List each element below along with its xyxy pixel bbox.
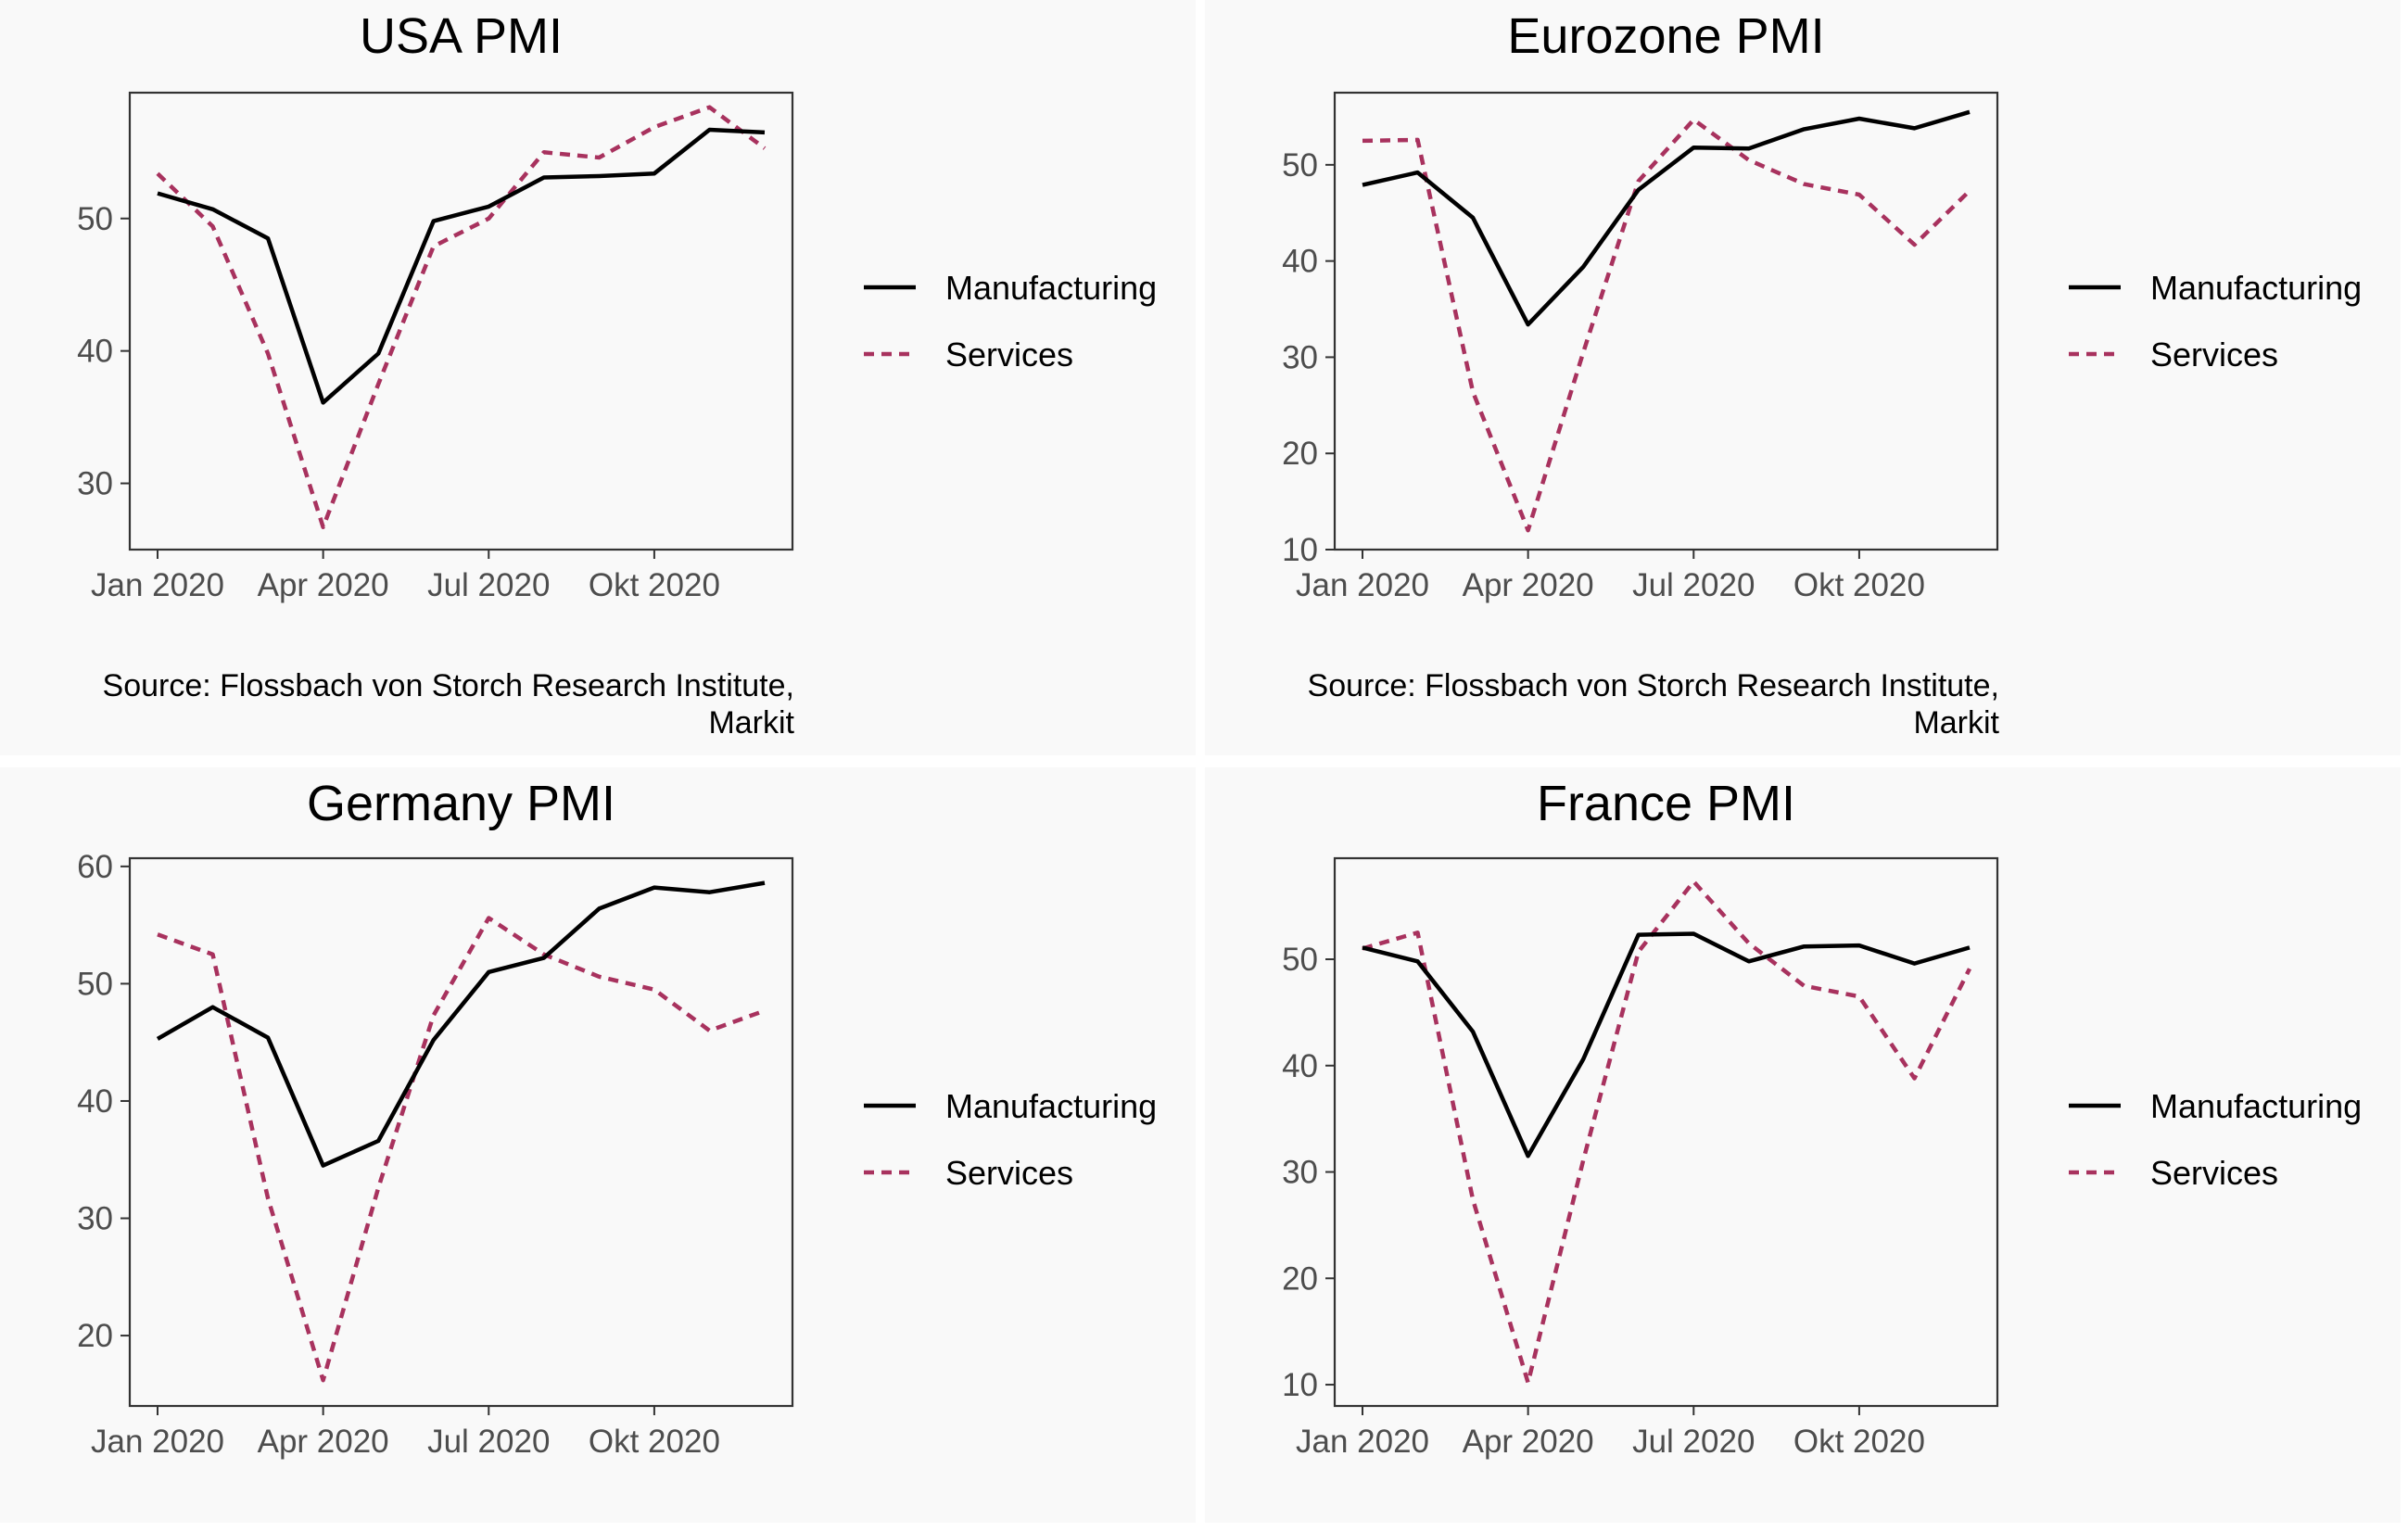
y-tick-label: 30 (77, 1201, 113, 1237)
legend-label-services: Services (945, 1154, 1074, 1192)
series-services-line (1362, 879, 1972, 1386)
series-services-line (157, 916, 766, 1383)
y-tick-label: 40 (77, 1083, 113, 1120)
y-tick-label: 40 (1282, 1048, 1318, 1084)
panel-usa: USA PMI 30 40 50 Jan 2020 Apr 2020 Jul 2020 Ok… (0, 0, 1196, 755)
x-tick-label: Jan 2020 (1296, 567, 1429, 603)
x-tick-label: Apr 2020 (258, 567, 389, 603)
x-tick-label: Jul 2020 (427, 1424, 550, 1460)
plot-eurozone: 10 20 30 40 50 Jan 2020 Apr 2020 Jul 2020 Okt 20… (1282, 91, 1999, 603)
y-tick-label: 20 (1282, 1260, 1318, 1297)
y-tick-label: 10 (1282, 532, 1318, 568)
legend-key-services (2069, 351, 2121, 357)
source-line-2: Markit (1913, 705, 1999, 741)
chart-title: Eurozone PMI (1507, 8, 1825, 64)
plot-germany: 20 30 40 50 60 Jan 2020 Apr 2020 Jul 2020 Okt 20… (77, 849, 794, 1460)
legend-key-manufacturing (2069, 1103, 2121, 1108)
chart-title: Germany PMI (306, 776, 616, 831)
legend-key-services (864, 351, 916, 357)
plot-frame (1333, 856, 1999, 1408)
y-tick-label: 30 (77, 466, 113, 502)
panel-france: France PMI 10 20 30 40 50 Jan 2020 Apr 2020 Jul… (1205, 767, 2401, 1523)
y-tick-label: 50 (1282, 942, 1318, 978)
x-tick-label: Jul 2020 (1632, 567, 1755, 603)
x-tick-label: Okt 2020 (1793, 1424, 1925, 1460)
series-manufacturing-line (157, 127, 766, 405)
y-tick-label: 20 (77, 1318, 113, 1354)
source-line-1: Source: Flossbach von Storch Research In… (1307, 668, 1999, 703)
chart-title: USA PMI (359, 8, 564, 64)
legend-label-manufacturing: Manufacturing (2150, 1087, 2363, 1125)
plot-france: 10 20 30 40 50 Jan 2020 Apr 2020 Jul 2020 Okt 20… (1282, 856, 1999, 1460)
plot-frame (1333, 91, 1999, 551)
y-tick-label: 30 (1282, 339, 1318, 375)
x-tick-label: Okt 2020 (1793, 567, 1925, 603)
source-caption: Source: Flossbach von Storch Research In… (0, 667, 794, 741)
x-tick-label: Jul 2020 (427, 567, 550, 603)
legend-key-manufacturing (864, 1103, 916, 1108)
y-tick-label: 50 (77, 966, 113, 1002)
panel-eurozone: Eurozone PMI 10 20 30 40 50 Jan 2020 Apr 2020 J… (1205, 0, 2401, 755)
x-tick-label: Jan 2020 (91, 567, 224, 603)
y-tick-label: 20 (1282, 436, 1318, 472)
y-tick-label: 40 (1282, 244, 1318, 280)
series-services-line (1362, 117, 1971, 533)
series-manufacturing-line (1362, 109, 1971, 327)
series-manufacturing-line (156, 880, 766, 1168)
legend-label-manufacturing: Manufacturing (945, 269, 1158, 307)
legend-label-services: Services (2150, 336, 2279, 374)
y-tick-label: 40 (77, 334, 113, 370)
x-tick-label: Jan 2020 (1296, 1424, 1429, 1460)
plot-frame (128, 91, 794, 551)
x-tick-label: Apr 2020 (258, 1424, 389, 1460)
y-tick-label: 60 (77, 849, 113, 885)
y-tick-label: 50 (1282, 147, 1318, 184)
x-tick-label: Apr 2020 (1463, 1424, 1594, 1460)
legend-key-services (864, 1170, 916, 1175)
x-tick-label: Okt 2020 (589, 1424, 720, 1460)
plot-usa: 30 40 50 Jan 2020 Apr 2020 Jul 2020 Okt 2020 (77, 91, 794, 603)
legend-label-services: Services (945, 336, 1074, 374)
x-tick-label: Jul 2020 (1632, 1424, 1755, 1460)
x-tick-label: Jan 2020 (91, 1424, 224, 1460)
chart-title: France PMI (1536, 776, 1796, 831)
legend-label-manufacturing: Manufacturing (945, 1087, 1158, 1125)
y-tick-label: 30 (1282, 1155, 1318, 1191)
legend-label-manufacturing: Manufacturing (2150, 269, 2363, 307)
series-manufacturing-line (1362, 931, 1971, 1158)
x-tick-label: Apr 2020 (1463, 567, 1594, 603)
panel-germany: Germany PMI 20 30 40 50 60 Jan 2020 Apr 2020 Ju… (0, 767, 1196, 1523)
y-tick-label: 10 (1282, 1367, 1318, 1403)
legend-label-services: Services (2150, 1154, 2279, 1192)
source-line-1: Source: Flossbach von Storch Research In… (102, 668, 794, 703)
legend-key-manufacturing (2069, 285, 2121, 290)
series-services-line (156, 105, 767, 529)
legend-key-services (2069, 1170, 2121, 1175)
x-tick-label: Okt 2020 (589, 567, 720, 603)
source-caption: Source: Flossbach von Storch Research In… (1165, 667, 1999, 741)
legend-key-manufacturing (864, 285, 916, 290)
y-tick-label: 50 (77, 201, 113, 237)
source-line-2: Markit (708, 705, 794, 741)
plot-frame (128, 856, 794, 1408)
